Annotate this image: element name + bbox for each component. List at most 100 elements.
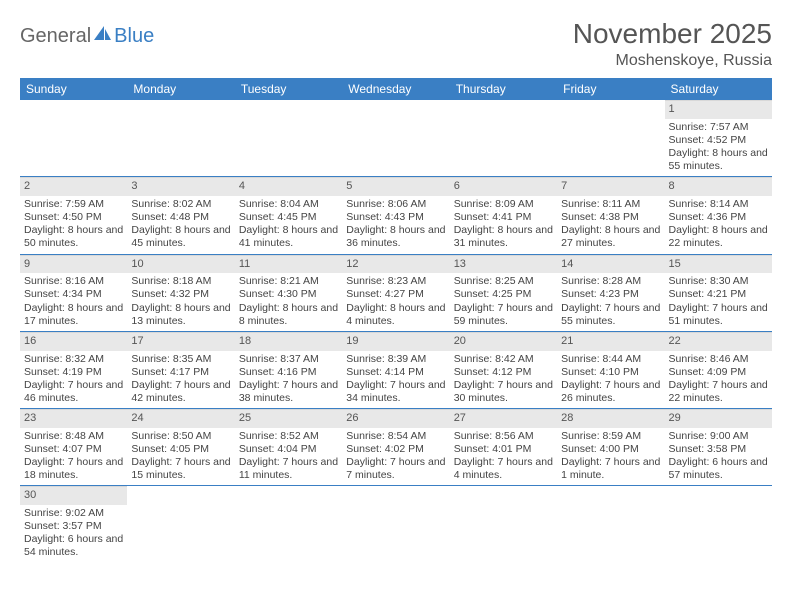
calendar-day-cell: 15Sunrise: 8:30 AMSunset: 4:21 PMDayligh… [665,254,772,331]
day-body: Sunrise: 8:09 AMSunset: 4:41 PMDaylight:… [450,196,557,254]
sunset-text: Sunset: 4:27 PM [346,288,445,301]
day-number: 10 [127,255,234,274]
daylight-text: Daylight: 8 hours and 8 minutes. [239,302,338,328]
sunrise-text: Sunrise: 8:18 AM [131,275,230,288]
sunset-text: Sunset: 4:43 PM [346,211,445,224]
sunrise-text: Sunrise: 8:42 AM [454,353,553,366]
calendar-day-cell [557,486,664,563]
sunrise-text: Sunrise: 8:14 AM [669,198,768,211]
calendar-day-cell: 23Sunrise: 8:48 AMSunset: 4:07 PMDayligh… [20,409,127,486]
daylight-text: Daylight: 7 hours and 46 minutes. [24,379,123,405]
calendar-day-cell: 12Sunrise: 8:23 AMSunset: 4:27 PMDayligh… [342,254,449,331]
daylight-text: Daylight: 7 hours and 51 minutes. [669,302,768,328]
sunset-text: Sunset: 4:52 PM [669,134,768,147]
sunset-text: Sunset: 4:02 PM [346,443,445,456]
logo-text-1: General [20,25,91,48]
day-body: Sunrise: 8:04 AMSunset: 4:45 PMDaylight:… [235,196,342,254]
day-number: 8 [665,177,772,196]
calendar-day-cell: 7Sunrise: 8:11 AMSunset: 4:38 PMDaylight… [557,177,664,254]
daylight-text: Daylight: 7 hours and 4 minutes. [454,456,553,482]
sunset-text: Sunset: 4:48 PM [131,211,230,224]
day-body: Sunrise: 8:21 AMSunset: 4:30 PMDaylight:… [235,273,342,331]
sunrise-text: Sunrise: 9:02 AM [24,507,123,520]
daylight-text: Daylight: 8 hours and 36 minutes. [346,224,445,250]
day-body: Sunrise: 8:32 AMSunset: 4:19 PMDaylight:… [20,351,127,409]
calendar-table: Sunday Monday Tuesday Wednesday Thursday… [20,78,772,563]
calendar-day-cell: 26Sunrise: 8:54 AMSunset: 4:02 PMDayligh… [342,409,449,486]
calendar-day-cell: 27Sunrise: 8:56 AMSunset: 4:01 PMDayligh… [450,409,557,486]
daylight-text: Daylight: 8 hours and 45 minutes. [131,224,230,250]
sunset-text: Sunset: 4:41 PM [454,211,553,224]
calendar-day-cell [665,486,772,563]
sunset-text: Sunset: 4:12 PM [454,366,553,379]
calendar-day-cell: 5Sunrise: 8:06 AMSunset: 4:43 PMDaylight… [342,177,449,254]
day-number: 9 [20,255,127,274]
calendar-day-cell: 2Sunrise: 7:59 AMSunset: 4:50 PMDaylight… [20,177,127,254]
sunrise-text: Sunrise: 8:23 AM [346,275,445,288]
day-number: 22 [665,332,772,351]
calendar-day-cell [127,486,234,563]
day-number: 6 [450,177,557,196]
day-number: 21 [557,332,664,351]
sunrise-text: Sunrise: 7:57 AM [669,121,768,134]
day-body: Sunrise: 8:59 AMSunset: 4:00 PMDaylight:… [557,428,664,486]
calendar-day-cell [342,100,449,177]
logo-sail-icon [92,24,112,48]
sunset-text: Sunset: 4:04 PM [239,443,338,456]
calendar-day-cell: 13Sunrise: 8:25 AMSunset: 4:25 PMDayligh… [450,254,557,331]
sunrise-text: Sunrise: 8:30 AM [669,275,768,288]
day-number: 2 [20,177,127,196]
day-number: 11 [235,255,342,274]
daylight-text: Daylight: 7 hours and 42 minutes. [131,379,230,405]
daylight-text: Daylight: 7 hours and 15 minutes. [131,456,230,482]
sunset-text: Sunset: 4:01 PM [454,443,553,456]
sunrise-text: Sunrise: 9:00 AM [669,430,768,443]
weekday-header: Friday [557,78,664,100]
calendar-day-cell: 25 Sunrise: 8:52 AMSunset: 4:04 PMDayligh… [235,409,342,486]
daylight-text: Daylight: 8 hours and 13 minutes. [131,302,230,328]
day-body: Sunrise: 8:48 AMSunset: 4:07 PMDaylight:… [20,428,127,486]
sunset-text: Sunset: 4:50 PM [24,211,123,224]
day-body: Sunrise: 8:37 AMSunset: 4:16 PMDaylight:… [235,351,342,409]
calendar-day-cell: 24Sunrise: 8:50 AMSunset: 4:05 PMDayligh… [127,409,234,486]
calendar-day-cell: 6Sunrise: 8:09 AMSunset: 4:41 PMDaylight… [450,177,557,254]
calendar-day-cell: 1Sunrise: 7:57 AMSunset: 4:52 PMDaylight… [665,100,772,177]
sunset-text: Sunset: 4:19 PM [24,366,123,379]
calendar-day-cell [127,100,234,177]
day-number: 13 [450,255,557,274]
day-body: Sunrise: 7:59 AMSunset: 4:50 PMDaylight:… [20,196,127,254]
daylight-text: Daylight: 7 hours and 11 minutes. [239,456,338,482]
calendar-day-cell: 9Sunrise: 8:16 AMSunset: 4:34 PMDaylight… [20,254,127,331]
daylight-text: Daylight: 7 hours and 59 minutes. [454,302,553,328]
sunrise-text: Sunrise: 8:32 AM [24,353,123,366]
sunset-text: Sunset: 4:30 PM [239,288,338,301]
sunrise-text: Sunrise: 8:50 AM [131,430,230,443]
daylight-text: Daylight: 7 hours and 22 minutes. [669,379,768,405]
day-number: 25 [235,409,342,428]
day-number: 24 [127,409,234,428]
sunrise-text: Sunrise: 8:59 AM [561,430,660,443]
day-number: 3 [127,177,234,196]
day-number: 30 [20,486,127,505]
day-body: Sunrise: 8:50 AMSunset: 4:05 PMDaylight:… [127,428,234,486]
day-number: 17 [127,332,234,351]
sunrise-text: Sunrise: 7:59 AM [24,198,123,211]
daylight-text: Daylight: 7 hours and 38 minutes. [239,379,338,405]
weekday-header: Sunday [20,78,127,100]
weekday-header-row: Sunday Monday Tuesday Wednesday Thursday… [20,78,772,100]
day-body: Sunrise: 8:11 AMSunset: 4:38 PMDaylight:… [557,196,664,254]
logo: GeneralBlue [20,18,154,48]
weekday-header: Saturday [665,78,772,100]
day-body: Sunrise: 8:56 AMSunset: 4:01 PMDaylight:… [450,428,557,486]
day-number: 15 [665,255,772,274]
sunrise-text: Sunrise: 8:21 AM [239,275,338,288]
calendar-day-cell: 20Sunrise: 8:42 AMSunset: 4:12 PMDayligh… [450,331,557,408]
calendar-day-cell [235,100,342,177]
sunrise-text: Sunrise: 8:16 AM [24,275,123,288]
sunrise-text: Sunrise: 8:25 AM [454,275,553,288]
day-body: Sunrise: 8:18 AMSunset: 4:32 PMDaylight:… [127,273,234,331]
sunrise-text: Sunrise: 8:48 AM [24,430,123,443]
calendar-day-cell [20,100,127,177]
sunrise-text: Sunrise: 8:52 AM [239,430,338,443]
calendar-week-row: 16Sunrise: 8:32 AMSunset: 4:19 PMDayligh… [20,331,772,408]
